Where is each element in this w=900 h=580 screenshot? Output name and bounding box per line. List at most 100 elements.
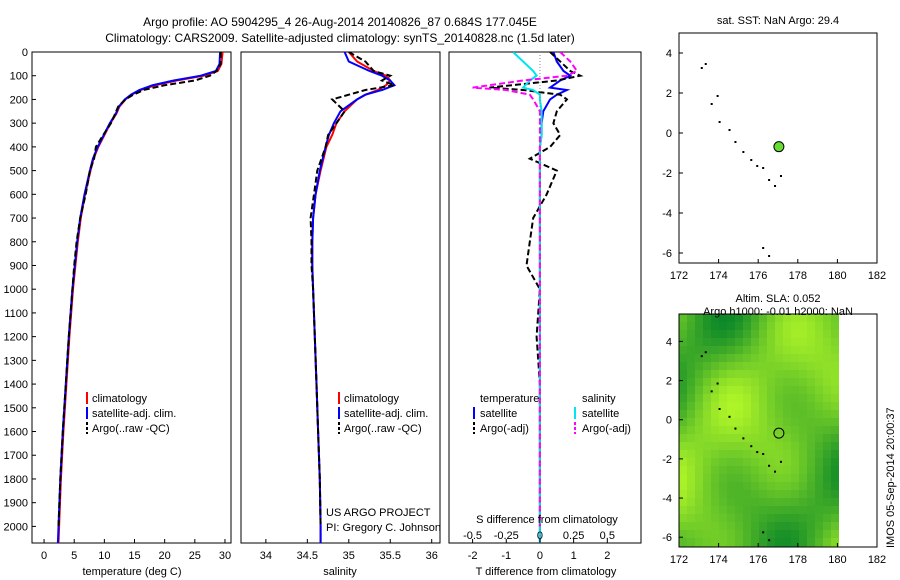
sla-cell (711, 514, 719, 522)
sla-cell (695, 354, 703, 362)
sla-cell (759, 418, 767, 426)
sla-cell (711, 330, 719, 338)
sla-cell (783, 394, 791, 402)
sla-cell (751, 362, 759, 370)
diff-top-tick-label: -0.5 (463, 530, 482, 542)
sla-cell (743, 354, 751, 362)
sla-cell (815, 490, 823, 498)
sla-cell (727, 394, 735, 402)
sla-cell (719, 458, 727, 466)
sla-cell (831, 394, 839, 402)
sla-cell (775, 522, 783, 530)
sla-cell (687, 378, 695, 386)
sla-cell (775, 450, 783, 458)
sla-cell (719, 426, 727, 434)
sla-cell (775, 442, 783, 450)
sla-cell (719, 418, 727, 426)
sla-cell (783, 426, 791, 434)
sla-cell (791, 346, 799, 354)
sla-cell (727, 314, 735, 322)
sla-cell (719, 522, 727, 530)
sla-cell (815, 522, 823, 530)
sla-cell (695, 538, 703, 546)
sla-cell (735, 530, 743, 538)
sla-cell (783, 514, 791, 522)
sla-cell (679, 378, 687, 386)
sla-cell (679, 314, 687, 322)
temp-ytick-label: 2000 (4, 521, 28, 533)
sla-cell (815, 442, 823, 450)
sla-cell (719, 314, 727, 322)
sla-cell (687, 402, 695, 410)
sla-cell (783, 506, 791, 514)
sla-cell (743, 322, 751, 330)
sla-cell (759, 434, 767, 442)
sla-cell (791, 522, 799, 530)
sla-cell (743, 482, 751, 490)
sla-cell (815, 530, 823, 538)
sla-cell (799, 434, 807, 442)
sla-cell (783, 474, 791, 482)
diff-series-sal_sat (512, 52, 543, 543)
sla-cell (735, 370, 743, 378)
sla-cell (695, 370, 703, 378)
sla-cell (831, 530, 839, 538)
sla-map-title-2: Argo h1000: -0.01 h2000: NaN (703, 306, 853, 318)
temp-ytick-label: 1600 (4, 427, 28, 439)
legend-argo: Argo(..raw -QC) (92, 423, 170, 435)
sla-cell (767, 514, 775, 522)
sla-cell (687, 426, 695, 434)
sla-cell (831, 474, 839, 482)
sla-heatmap (679, 314, 839, 547)
sla-cell (743, 522, 751, 530)
sla-cell (679, 362, 687, 370)
sla-cell (695, 474, 703, 482)
sla-cell (711, 522, 719, 530)
sla-cell (687, 362, 695, 370)
sla-cell (703, 498, 711, 506)
sla-cell (799, 314, 807, 322)
sla-cell (735, 394, 743, 402)
sla-cell (791, 362, 799, 370)
sla-cell (823, 426, 831, 434)
sla-cell (807, 506, 815, 514)
sla-cell (719, 450, 727, 458)
sla-cell (743, 490, 751, 498)
sla-cell (783, 354, 791, 362)
sla-cell (783, 522, 791, 530)
sla-cell (711, 394, 719, 402)
sla-cell (679, 426, 687, 434)
sla-cell (743, 514, 751, 522)
sla-cell (831, 426, 839, 434)
temp-ytick-label: 1300 (4, 355, 28, 367)
sla-cell (711, 482, 719, 490)
sla-cell (679, 442, 687, 450)
sla-cell (751, 474, 759, 482)
temp-ytick-label: 1500 (4, 403, 28, 415)
sla-cell (807, 482, 815, 490)
sla-cell (719, 370, 727, 378)
sla-cell (711, 506, 719, 514)
sla-cell (751, 466, 759, 474)
sla-cell (823, 434, 831, 442)
sla-cell (807, 418, 815, 426)
sla-cell (751, 490, 759, 498)
sla-cell (783, 450, 791, 458)
sla-cell (735, 458, 743, 466)
sla-cell (711, 474, 719, 482)
sla-cell (807, 378, 815, 386)
sla-cell (831, 458, 839, 466)
sla-cell (743, 314, 751, 322)
sla-cell (679, 322, 687, 330)
sla-cell (791, 490, 799, 498)
sla-cell (783, 538, 791, 546)
sla-cell (735, 378, 743, 386)
project-name: US ARGO PROJECT (326, 507, 431, 519)
sla-cell (743, 466, 751, 474)
sla-cell (823, 314, 831, 322)
sst-ytick-label: 2 (666, 88, 672, 100)
legend-sal-satellite: satellite (582, 408, 619, 420)
sla-cell (783, 362, 791, 370)
sla-cell (695, 386, 703, 394)
sla-cell (687, 522, 695, 530)
